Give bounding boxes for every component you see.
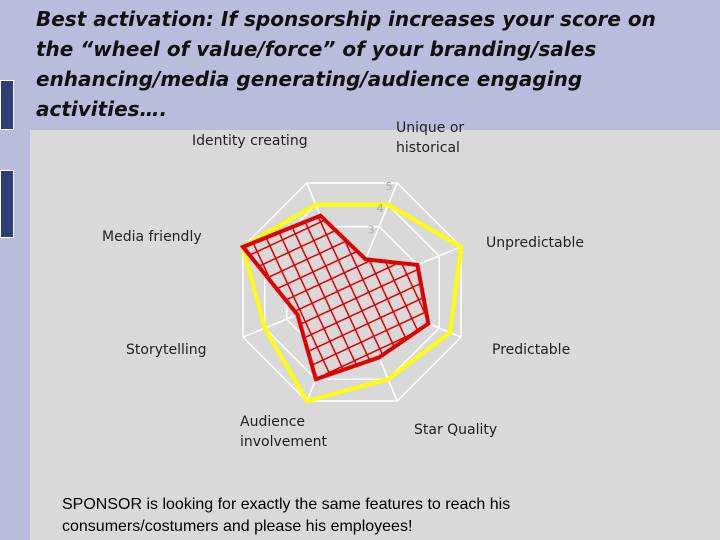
radar-series — [239, 213, 431, 382]
radar-series — [240, 202, 464, 404]
category-label: Star Quality — [414, 422, 498, 438]
category-label: Identity creating — [192, 133, 308, 149]
footer-text: SPONSOR is looking for exactly the same … — [62, 496, 511, 535]
category-label: Predictable — [492, 342, 571, 358]
decor — [0, 80, 14, 130]
category-label: Storytelling — [126, 342, 207, 358]
category-label: Media friendly — [102, 229, 202, 245]
tick-label: 3 — [368, 224, 375, 237]
slide-title: Best activation: If sponsorship increase… — [36, 7, 656, 121]
category-label: Unpredictable — [486, 235, 584, 251]
decor — [0, 170, 14, 238]
category-label: Unique or historical — [396, 120, 465, 156]
tick-label: 4 — [377, 202, 384, 215]
tick-label: 5 — [386, 180, 393, 193]
category-label: Audience involvement — [240, 414, 328, 450]
